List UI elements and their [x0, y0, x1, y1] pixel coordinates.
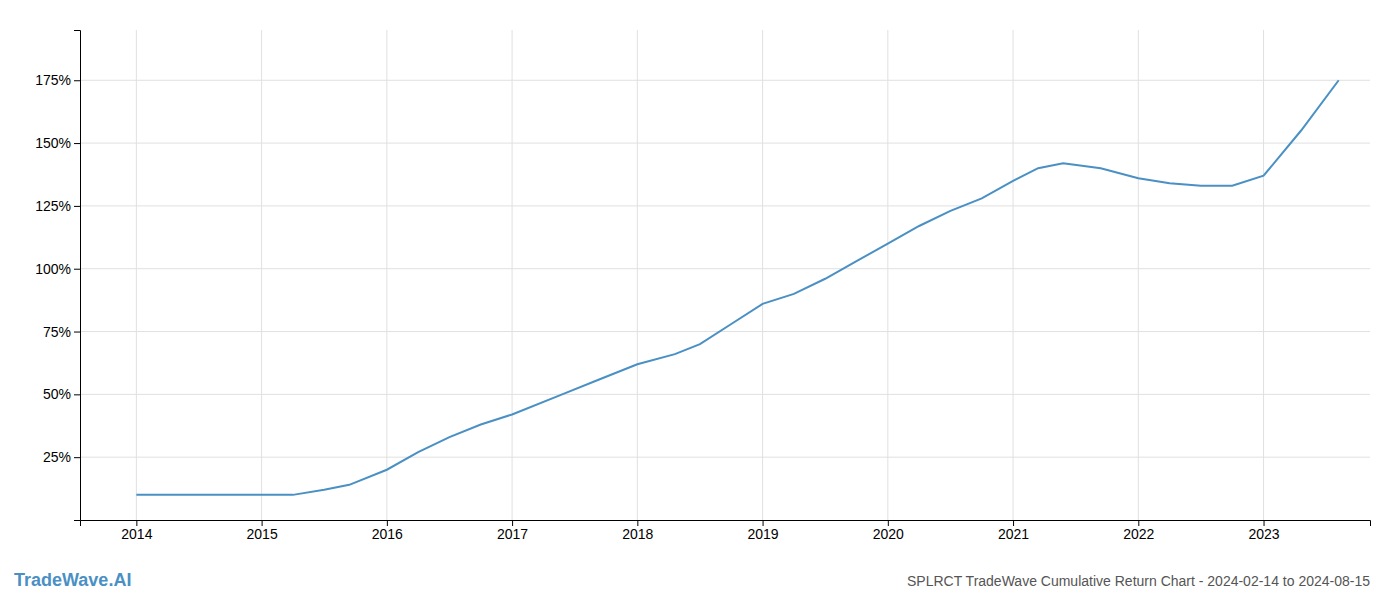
grid-line-x: [1263, 30, 1264, 520]
x-axis-tick-label: 2021: [998, 526, 1029, 542]
y-axis-tick-label: 150%: [35, 135, 71, 151]
x-axis-tick: 2020: [873, 520, 904, 542]
x-axis-tick-label: 2016: [372, 526, 403, 542]
grid-line-y: [80, 457, 1370, 458]
x-axis-tick: 2017: [497, 520, 528, 542]
y-axis-tick-mark: [74, 332, 80, 333]
y-axis-tick-mark: [74, 206, 80, 207]
grid-line-y: [80, 394, 1370, 395]
data-line: [136, 80, 1338, 495]
y-axis-tick-mark: [74, 394, 80, 395]
chart-container: 2014 2015 2016 2017 2018 2019 2020 2021 2022 2023…: [0, 0, 1400, 600]
y-axis-tick-label: 50%: [43, 386, 71, 402]
grid-line-y: [80, 143, 1370, 144]
y-axis-tick-mark: [74, 143, 80, 144]
x-axis-tick: 2019: [747, 520, 778, 542]
y-axis-tick-label: 25%: [43, 449, 71, 465]
grid-line-x: [887, 30, 888, 520]
y-axis-tick: 125%: [35, 198, 80, 214]
y-axis-tick: 100%: [35, 261, 80, 277]
grid-line-y: [80, 268, 1370, 269]
x-axis-tick-label: 2015: [247, 526, 278, 542]
grid-line-x: [512, 30, 513, 520]
x-axis-tick-label: 2018: [622, 526, 653, 542]
x-axis-tick: 2023: [1248, 520, 1279, 542]
y-axis-tick: 50%: [43, 386, 80, 402]
grid-line-y: [80, 205, 1370, 206]
x-axis-tick: 2014: [121, 520, 152, 542]
x-axis-tick-label: 2023: [1248, 526, 1279, 542]
grid-line-x: [762, 30, 763, 520]
y-axis-tick: 75%: [43, 324, 80, 340]
grid: [80, 30, 1370, 520]
y-axis-domain: [74, 31, 81, 521]
y-axis-tick: 150%: [35, 135, 80, 151]
y-axis-tick: 25%: [43, 449, 80, 465]
y-axis-tick-label: 100%: [35, 261, 71, 277]
grid-line-x: [386, 30, 387, 520]
x-axis-tick: 2016: [372, 520, 403, 542]
y-axis-tick-mark: [74, 457, 80, 458]
watermark: TradeWave.AI: [14, 570, 131, 590]
chart-title: SPLRCT TradeWave Cumulative Return Chart…: [907, 573, 1370, 589]
y-axis-tick-mark: [74, 80, 80, 81]
x-axis-tick: 2021: [998, 520, 1029, 542]
x-axis-tick-label: 2020: [873, 526, 904, 542]
x-axis-tick-label: 2022: [1123, 526, 1154, 542]
grid-line-x: [261, 30, 262, 520]
x-axis-tick: 2022: [1123, 520, 1154, 542]
x-axis-tick: 2018: [622, 520, 653, 542]
x-axis: 2014 2015 2016 2017 2018 2019 2020 2021 2022 2023: [81, 520, 1371, 542]
x-axis-tick-label: 2014: [121, 526, 152, 542]
grid-line-x: [1013, 30, 1014, 520]
x-axis-tick: 2015: [247, 520, 278, 542]
y-axis-tick-label: 125%: [35, 198, 71, 214]
grid-line-x: [1138, 30, 1139, 520]
y-axis-tick-mark: [74, 269, 80, 270]
plot-area: [136, 80, 1338, 495]
x-axis-tick-label: 2019: [747, 526, 778, 542]
y-axis-tick-label: 175%: [35, 72, 71, 88]
grid-line-x: [637, 30, 638, 520]
y-axis-tick: 175%: [35, 72, 80, 88]
y-axis: 25% 50% 75% 100% 125% 150% 175%: [35, 31, 80, 521]
grid-line-y: [80, 80, 1370, 81]
grid-line-x: [136, 30, 137, 520]
x-axis-tick-label: 2017: [497, 526, 528, 542]
grid-line-y: [80, 331, 1370, 332]
y-axis-tick-label: 75%: [43, 324, 71, 340]
chart-svg: 2014 2015 2016 2017 2018 2019 2020 2021 2022 2023…: [0, 0, 1400, 600]
